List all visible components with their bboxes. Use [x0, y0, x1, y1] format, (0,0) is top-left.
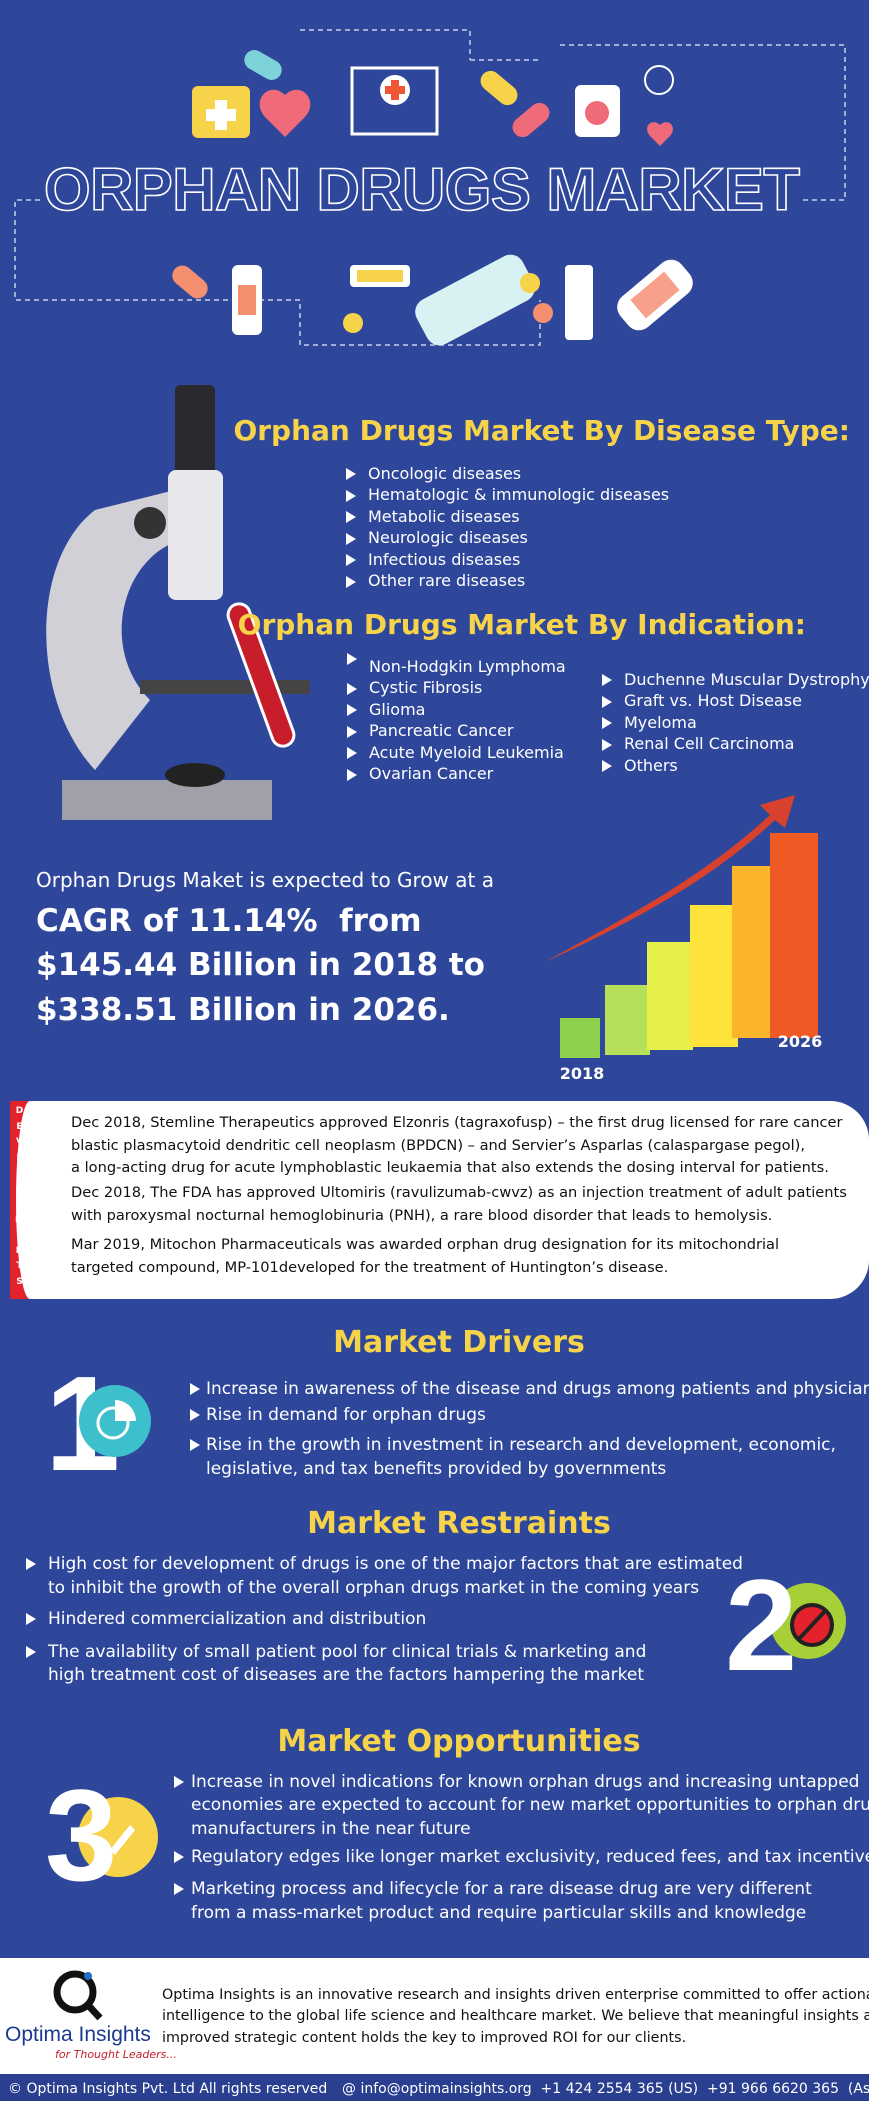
growth-intro: Orphan Drugs Maket is expected to Grow a… [36, 868, 494, 892]
list-item: Glioma [369, 699, 426, 719]
list-item: Hematologic & immunologic diseases [368, 485, 670, 505]
bullet [602, 674, 612, 686]
list-item: Non-Hodgkin Lymphoma [369, 656, 566, 676]
list-item: Increase in novel indications for known … [191, 1771, 860, 1792]
icon-hospital [350, 66, 439, 136]
list-item: legislative, and tax benefits provided b… [206, 1458, 667, 1479]
development-text: a long-acting drug for acute lymphoblast… [71, 1158, 829, 1176]
list-item: Hindered commercialization and distribut… [48, 1608, 427, 1629]
growth-chart [545, 795, 818, 1058]
list-item: Renal Cell Carcinoma [624, 734, 795, 754]
icon-heart [259, 89, 311, 137]
bullet [346, 532, 356, 545]
growth-line: $338.51 Billion in 2026. [36, 991, 450, 1028]
bullet [346, 511, 356, 523]
development-text: blastic plasmacytoid dendritic cell neop… [71, 1136, 805, 1154]
developments-box [10, 1101, 869, 1299]
list-item: The availability of small patient pool f… [48, 1641, 647, 1662]
bullet [347, 747, 357, 759]
list-item: Myeloma [624, 712, 697, 732]
bullet [347, 768, 357, 781]
bullet [190, 1439, 200, 1451]
list-item: Cystic Fibrosis [369, 678, 483, 698]
list-item: Infectious diseases [368, 549, 521, 569]
list-item: high treatment cost of diseases are the … [48, 1664, 645, 1685]
logo-tagline: for Thought Leaders... [55, 2047, 177, 2061]
contact: @ info@optimainsights.org +1 424 2554 36… [342, 2080, 869, 2097]
list-item: Duchenne Muscular Dystrophy [624, 669, 869, 689]
list-item: from a mass-market product and require p… [191, 1902, 807, 1923]
title: ORPHAN DRUGS MARKET [44, 156, 800, 223]
list-item: manufacturers in the near future [191, 1818, 471, 1839]
list-item: Metabolic diseases [368, 506, 520, 526]
section-heading: Market Drivers [333, 1324, 585, 1360]
growth-line: CAGR of 11.14% from [36, 902, 422, 939]
bullet [602, 695, 612, 708]
list-item: Rise in demand for orphan drugs [206, 1404, 486, 1425]
section-heading: Orphan Drugs Market By Indication: [237, 607, 806, 641]
list-item: Acute Myeloid Leukemia [369, 742, 564, 762]
development-text: with paroxysmal nocturnal hemoglobinuria… [71, 1206, 773, 1224]
bullet [174, 1851, 184, 1863]
growth-line: $145.44 Billion in 2018 to [36, 947, 485, 984]
bullet [347, 725, 357, 738]
list-item: economies are expected to account for ne… [191, 1794, 869, 1815]
bullet [174, 1776, 184, 1788]
developments-label: DEVELOPMENTS [15, 1106, 24, 1287]
about-text: Optima Insights is an innovative researc… [162, 1986, 869, 2003]
bullet [26, 1646, 36, 1658]
bullet [602, 717, 612, 729]
bullet [174, 1883, 184, 1895]
logo-text: Optima Insights [5, 2023, 151, 2047]
chart-label: 2026 [777, 1031, 823, 1051]
list-item: Ovarian Cancer [369, 764, 494, 784]
list-item: to inhibit the growth of the overall orp… [48, 1577, 700, 1598]
development-text: targeted compound, MP-101developed for t… [71, 1258, 669, 1276]
svg-text:3: 3 [45, 1762, 117, 1908]
bullet [26, 1558, 36, 1570]
about-text: intelligence to the global life science … [162, 2008, 869, 2025]
list-item: Others [624, 755, 678, 775]
section-heading: Market Restraints [307, 1505, 611, 1541]
list-item: Other rare diseases [368, 571, 526, 591]
development-text: Dec 2018, Stemline Therapeutics approved… [71, 1113, 843, 1131]
list-item: Pancreatic Cancer [369, 721, 514, 741]
bullet [347, 704, 357, 716]
chart-label: 2018 [559, 1063, 605, 1083]
bullet [602, 738, 612, 751]
list-item: Oncologic diseases [368, 463, 522, 483]
list-item: Increase in awareness of the disease and… [206, 1378, 869, 1399]
bullet [26, 1613, 36, 1625]
footer-band [0, 1958, 869, 2074]
list-item: Neurologic diseases [368, 528, 528, 548]
microscope [62, 780, 272, 820]
development-text: Mar 2019, Mitochon Pharmaceuticals was a… [71, 1235, 780, 1253]
list-item: Regulatory edges like longer market excl… [191, 1846, 869, 1867]
bullet [346, 489, 356, 502]
section-heading: Orphan Drugs Market By Disease Type: [233, 413, 850, 447]
bullet [346, 554, 356, 566]
development-text: Dec 2018, The FDA has approved Ultomiris… [71, 1183, 847, 1201]
bullet [346, 468, 356, 480]
bullet [602, 760, 612, 772]
svg-text:2: 2 [725, 1552, 797, 1698]
list-item: Marketing process and lifecycle for a ra… [191, 1878, 812, 1899]
bullet [190, 1383, 200, 1395]
bullet [347, 653, 357, 665]
about-text: improved strategic content holds the key… [162, 2029, 687, 2046]
bullet [190, 1409, 200, 1421]
section-heading: Market Opportunities [277, 1723, 641, 1759]
copyright: © Optima Insights Pvt. Ltd All rights re… [8, 2080, 328, 2097]
bullet [346, 575, 356, 588]
list-item: Graft vs. Host Disease [624, 691, 802, 711]
bullet [347, 682, 357, 695]
list-item: High cost for development of drugs is on… [48, 1553, 743, 1574]
list-item: Rise in the growth in investment in rese… [206, 1434, 836, 1455]
